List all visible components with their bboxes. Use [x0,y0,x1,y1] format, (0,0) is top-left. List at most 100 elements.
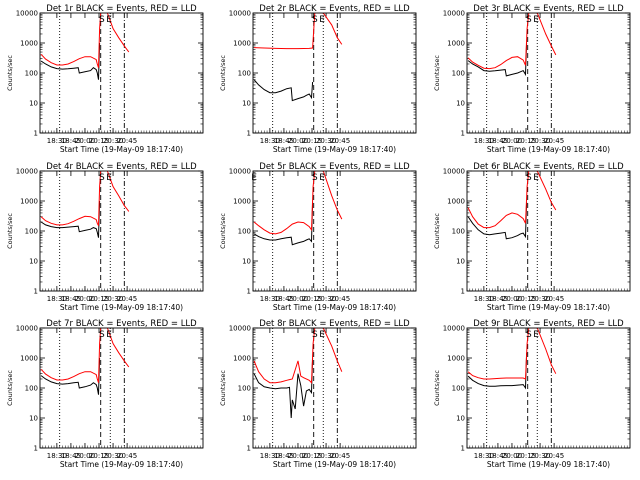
x-tick-label: 18:45 [488,137,508,145]
plot-frame [466,12,631,134]
y-tick-label: 10 [29,100,38,108]
x-axis-label: Start Time (19-May-09 18:17:40) [487,303,610,312]
y-axis-label: Counts/sec [433,213,441,249]
y-tick-label: 10000 [229,168,251,176]
marker-letter: S [526,330,532,340]
plot-frame [466,170,631,292]
series-events [253,202,314,246]
series-lld [467,171,557,229]
y-axis-label: Counts/sec [433,370,441,406]
y-tick-label: 10000 [443,325,465,333]
marker-letter: S [526,173,532,183]
x-axis-label: Start Time (19-May-09 18:17:40) [487,145,610,154]
x-tick-label: 20:30 [530,295,550,303]
x-tick-label: 20:00 [502,452,522,460]
y-tick-label: 1000 [20,198,38,206]
y-tick-label: 100 [238,385,251,393]
x-axis-label: Start Time (19-May-09 18:17:40) [273,303,396,312]
marker-letter: E [533,330,539,340]
x-tick-label: 18:45 [488,452,508,460]
y-axis-label: Counts/sec [6,370,14,406]
series-events [40,200,101,238]
marker-letter: E [106,330,112,340]
x-tick-label: 18:45 [61,452,81,460]
x-axis-label: Start Time (19-May-09 18:17:40) [273,460,396,469]
marker-letter: E [251,173,257,183]
marker-letter: E [106,173,112,183]
x-tick-label: 20:00 [75,137,95,145]
y-tick-label: 1000 [447,40,465,48]
y-tick-label: 100 [25,228,38,236]
x-tick-label: 18:45 [61,137,81,145]
x-tick-label: 20:00 [288,452,308,460]
x-tick-label: 18:30 [47,137,67,145]
y-tick-label: 10000 [16,325,38,333]
plot-frame [252,12,417,134]
series-lld [253,171,343,235]
y-tick-label: 1 [461,130,465,138]
panel-title: Det 3r BLACK = Events, RED = LLD [473,4,624,14]
x-axis-label: Start Time (19-May-09 18:17:40) [487,460,610,469]
series-events [40,42,101,80]
y-tick-label: 1000 [20,355,38,363]
y-tick-label: 10000 [229,325,251,333]
x-tick-label: 18:45 [274,137,294,145]
series-lld [467,13,557,70]
y-tick-label: 1000 [233,40,251,48]
x-tick-label: 20:30 [103,295,123,303]
x-tick-label: 20:30 [316,137,336,145]
x-tick-label: 20:30 [530,137,550,145]
series-lld [40,171,130,226]
x-tick-label: 20:00 [288,137,308,145]
y-tick-label: 100 [25,70,38,78]
y-tick-label: 10 [29,415,38,423]
series-lld [253,328,343,384]
x-axis-label: Start Time (19-May-09 18:17:40) [60,145,183,154]
series-events [467,42,528,77]
series-events [467,202,528,240]
marker-letter: S [99,173,105,183]
x-tick-label: 18:30 [47,452,67,460]
y-tick-label: 1 [461,288,465,296]
y-axis-label: Counts/sec [219,55,227,91]
x-tick-label: 18:30 [260,137,280,145]
panel-det-2: Det 2r BLACK = Events, RED = LLD Counts/s… [219,4,417,154]
x-tick-label: 18:45 [61,295,81,303]
marker-letter: E [533,173,539,183]
y-tick-label: 100 [25,385,38,393]
x-tick-label: 20:45 [544,452,564,460]
y-tick-label: 1 [461,445,465,453]
panel-det-6: Det 6r BLACK = Events, RED = LLD Counts/s… [433,162,631,312]
panel-det-9: Det 9r BLACK = Events, RED = LLD Counts/s… [433,319,631,469]
x-tick-label: 20:15 [516,295,536,303]
series-events [253,79,314,102]
y-tick-label: 10000 [443,10,465,18]
x-tick-label: 20:30 [316,295,336,303]
y-tick-label: 10000 [16,10,38,18]
panel-title: Det 5r BLACK = Events, RED = LLD [259,162,410,172]
y-axis-label: Counts/sec [433,55,441,91]
y-axis-label: Counts/sec [219,370,227,406]
marker-letter: E [319,15,325,25]
series-events [253,357,314,419]
x-tick-label: 20:30 [530,452,550,460]
x-tick-label: 20:45 [544,137,564,145]
y-tick-label: 100 [452,228,465,236]
x-tick-label: 20:15 [516,452,536,460]
x-tick-label: 20:45 [330,137,350,145]
y-tick-label: 10 [29,258,38,266]
x-tick-label: 20:15 [302,295,322,303]
y-tick-label: 1000 [447,355,465,363]
y-tick-label: 100 [452,70,465,78]
y-tick-label: 1 [247,130,251,138]
x-axis-label: Start Time (19-May-09 18:17:40) [273,145,396,154]
marker-letter: S [526,15,532,25]
x-tick-label: 20:45 [117,295,137,303]
marker-letter: S [99,15,105,25]
series-lld [40,328,130,383]
x-tick-label: 18:45 [274,295,294,303]
y-tick-label: 10 [242,100,251,108]
x-tick-label: 18:45 [488,295,508,303]
x-tick-label: 20:45 [330,452,350,460]
